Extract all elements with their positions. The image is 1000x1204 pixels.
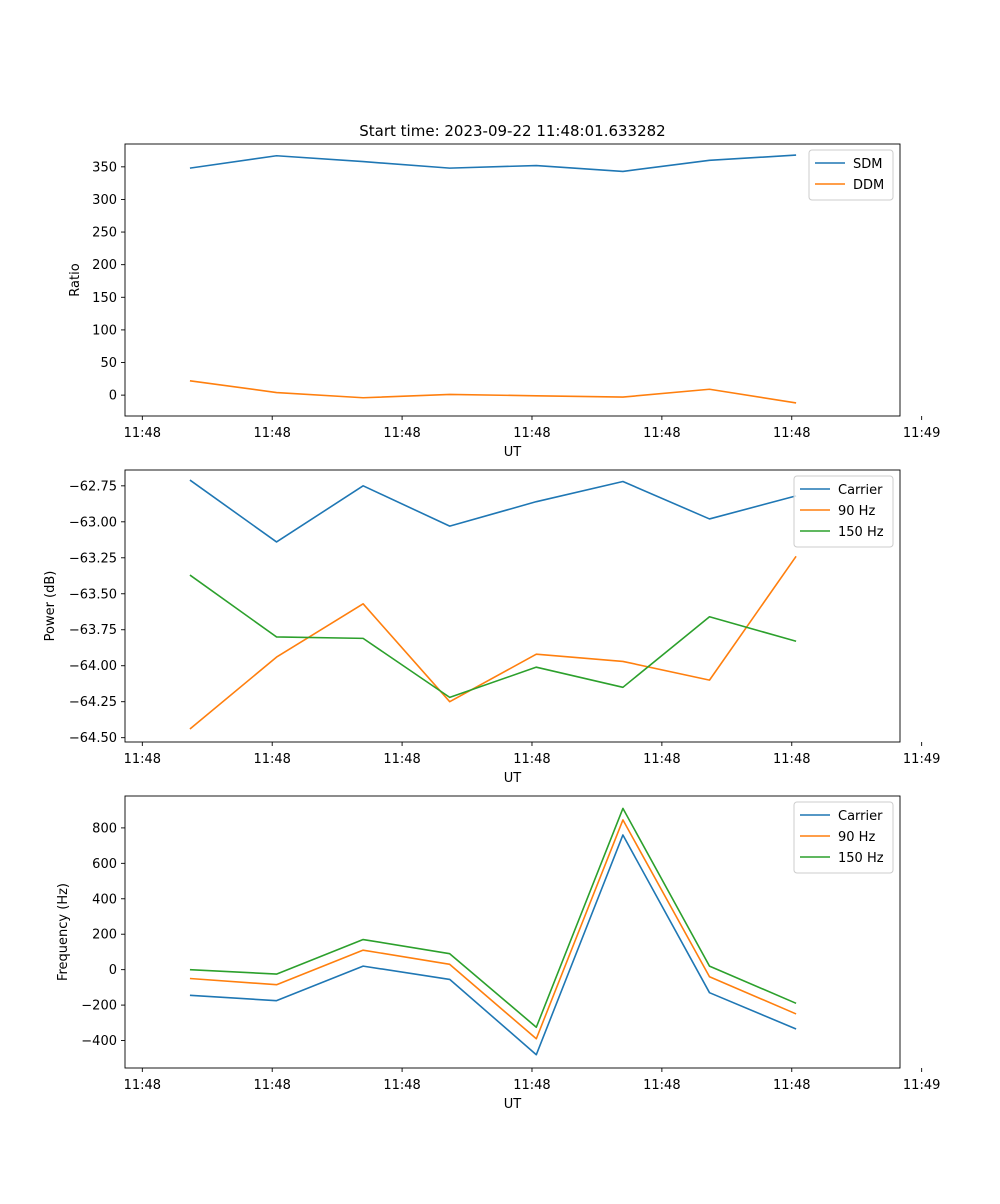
y-tick-label: −400 — [81, 1034, 117, 1049]
x-tick-label: 11:48 — [383, 426, 420, 441]
x-tick-label: 11:48 — [383, 752, 420, 767]
chart-power: 11:48 11:48 11:48 11:48 11:48 11:48 11:49 UT −64… — [43, 469, 940, 786]
y-tick-label: −63.25 — [69, 551, 117, 566]
legend-box — [793, 801, 894, 874]
y-tick-label: −63.00 — [69, 515, 117, 530]
x-tick-label: 11:48 — [253, 426, 290, 441]
x-tick-label: 11:48 — [513, 426, 550, 441]
x-tick-label: 11:48 — [513, 1078, 550, 1093]
x-tick-label: 11:49 — [903, 752, 940, 767]
plot-frame — [124, 795, 901, 1069]
series-line-carrier — [189, 834, 797, 1056]
legend-label: 90 Hz — [838, 830, 875, 845]
series-line-sdm — [189, 154, 797, 173]
x-tick-label: 11:48 — [124, 752, 161, 767]
x-tick-label: 11:48 — [124, 426, 161, 441]
y-tick-label: 250 — [92, 226, 117, 241]
chart-title: Start time: 2023-09-22 11:48:01.633282 — [359, 122, 665, 140]
y-tick-label: 150 — [92, 291, 117, 306]
y-axis-label: Power (dB) — [43, 571, 58, 642]
y-axis-label: Ratio — [68, 263, 83, 296]
y-tick-label: −200 — [81, 999, 117, 1014]
x-tick-label: 11:48 — [513, 752, 550, 767]
legend-label: 150 Hz — [838, 851, 884, 866]
y-tick-label: 200 — [92, 258, 117, 273]
y-tick-label: 200 — [92, 928, 117, 943]
chart-frequency: 11:48 11:48 11:48 11:48 11:48 11:48 11:49 UT −40… — [56, 795, 940, 1112]
plot-frame — [124, 143, 901, 417]
legend-label: 150 Hz — [838, 525, 884, 540]
plot-frame — [124, 469, 901, 743]
x-axis-label: UT — [504, 445, 522, 460]
x-tick-label: 11:49 — [903, 1078, 940, 1093]
y-tick-label: 400 — [92, 892, 117, 907]
y-axis-label: Frequency (Hz) — [56, 883, 71, 981]
series-line-150-hz — [189, 574, 797, 699]
series-line-150-hz — [189, 807, 797, 1029]
y-tick-label: −63.75 — [69, 623, 117, 638]
y-tick-label: −63.50 — [69, 587, 117, 602]
x-axis-label: UT — [504, 1097, 522, 1112]
series-line-ddm — [189, 379, 797, 404]
y-tick-label: −64.50 — [69, 731, 117, 746]
legend-label: DDM — [853, 178, 884, 193]
x-tick-label: 11:48 — [253, 1078, 290, 1093]
x-tick-label: 11:49 — [903, 426, 940, 441]
x-tick-label: 11:48 — [773, 426, 810, 441]
y-tick-label: 50 — [100, 356, 117, 371]
x-tick-label: 11:48 — [253, 752, 290, 767]
legend: SDM DDM — [808, 149, 894, 201]
legend-label: Carrier — [838, 483, 883, 498]
x-tick-label: 11:48 — [643, 426, 680, 441]
x-axis-label: UT — [504, 771, 522, 786]
series-line-90-hz — [189, 555, 797, 730]
x-tick-label: 11:48 — [773, 752, 810, 767]
legend-label: SDM — [853, 157, 882, 172]
legend-box — [793, 475, 894, 548]
y-tick-label: −64.25 — [69, 695, 117, 710]
y-tick-label: 600 — [92, 857, 117, 872]
y-tick-label: 350 — [92, 160, 117, 175]
x-tick-label: 11:48 — [643, 752, 680, 767]
x-tick-label: 11:48 — [124, 1078, 161, 1093]
y-tick-label: 800 — [92, 821, 117, 836]
x-tick-label: 11:48 — [643, 1078, 680, 1093]
y-tick-label: 0 — [109, 963, 117, 978]
series-line-90-hz — [189, 819, 797, 1040]
y-tick-label: 300 — [92, 193, 117, 208]
legend-label: Carrier — [838, 809, 883, 824]
y-tick-label: 0 — [109, 389, 117, 404]
legend: Carrier 90 Hz 150 Hz — [793, 475, 894, 548]
legend-label: 90 Hz — [838, 504, 875, 519]
y-tick-label: −62.75 — [69, 479, 117, 494]
chart-ratio: Start time: 2023-09-22 11:48:01.633282 11… — [68, 122, 940, 460]
y-tick-label: −64.00 — [69, 659, 117, 674]
x-tick-label: 11:48 — [773, 1078, 810, 1093]
x-tick-label: 11:48 — [383, 1078, 420, 1093]
legend: Carrier 90 Hz 150 Hz — [793, 801, 894, 874]
y-tick-label: 100 — [92, 323, 117, 338]
series-line-carrier — [189, 479, 797, 543]
